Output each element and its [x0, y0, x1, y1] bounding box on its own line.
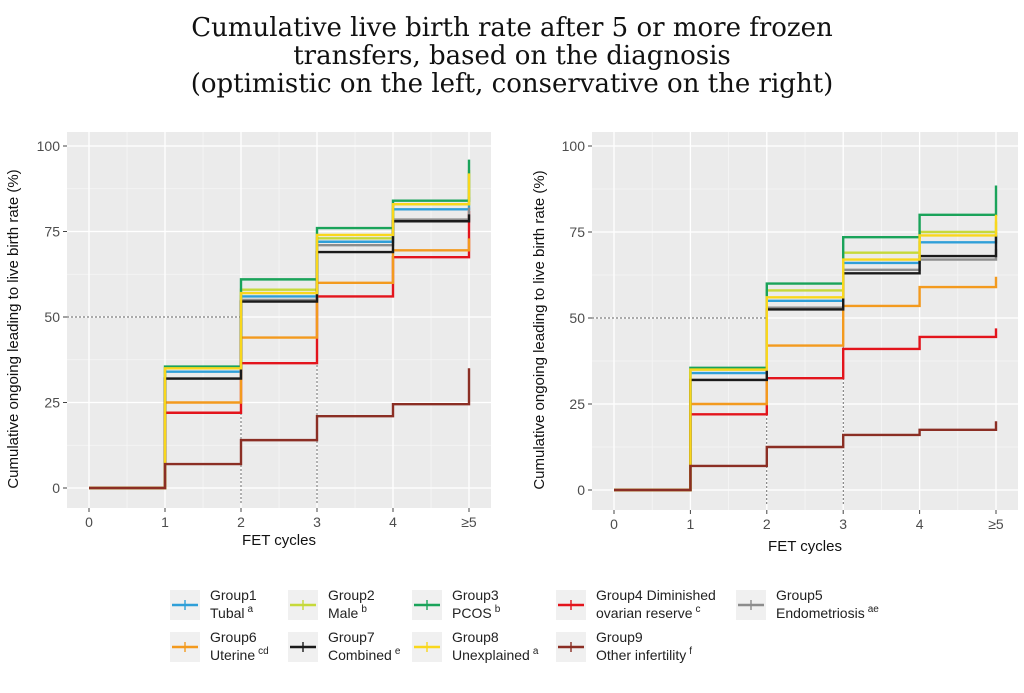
series-line-group9: [614, 421, 998, 492]
legend-label-line2: Tubal a: [210, 604, 254, 621]
legend-label-line1: Group7: [328, 629, 375, 645]
legend-superscript: b: [495, 604, 501, 615]
x-tick-label: 4: [916, 516, 924, 532]
y-tick-label: 25: [44, 395, 60, 411]
x-tick-label: 1: [161, 514, 169, 530]
y-tick-label: 75: [44, 224, 60, 240]
legend-superscript: a: [533, 646, 539, 657]
legend-label-line2: Combined e: [328, 646, 401, 663]
legend-label-line2: Endometriosis ae: [776, 604, 879, 621]
legend-label-line2: Other infertility f: [596, 646, 692, 663]
legend-label-line1: Group8: [452, 629, 499, 645]
x-tick-label: ≥5: [461, 514, 477, 530]
y-tick-label: 0: [52, 480, 60, 496]
legend-superscript: a: [248, 604, 254, 615]
x-tick-label: 0: [610, 516, 618, 532]
y-tick-label: 50: [569, 310, 585, 326]
legend-label-line2: Uterine cd: [210, 646, 269, 663]
legend-superscript: f: [689, 646, 692, 657]
series-line-group9: [89, 368, 471, 490]
legend-label-line1: Group4 Diminished: [596, 587, 716, 603]
legend-label-line2: ovarian reserve c: [596, 604, 701, 621]
x-tick-label: 4: [389, 514, 397, 530]
y-tick-label: 100: [562, 138, 586, 154]
legend-label-line1: Group5: [776, 587, 823, 603]
legend-superscript: e: [395, 646, 401, 657]
legend-label-line2: PCOS b: [452, 604, 501, 621]
legend-superscript: b: [361, 604, 367, 615]
legend-label-line1: Group1: [210, 587, 257, 603]
legend-superscript: cd: [258, 646, 269, 657]
legend-label-line1: Group3: [452, 587, 499, 603]
legend-label-line1: Group9: [596, 629, 643, 645]
legend-label-line2: Unexplained a: [452, 646, 539, 663]
series-line-group8: [89, 173, 471, 490]
y-tick-label: 100: [37, 138, 61, 154]
x-tick-label: 2: [237, 514, 245, 530]
panel-left: 0 25 50 75 100 0 1 2 3 4 ≥5 FET cycles Cumulative on…: [5, 132, 491, 549]
legend-superscript: ae: [868, 604, 880, 615]
title-line-2: transfers, based on the diagnosis: [293, 41, 731, 71]
title-line-1: Cumulative live birth rate after 5 or mo…: [191, 13, 833, 43]
x-tick-label: 3: [839, 516, 847, 532]
x-tick-label: ≥5: [988, 516, 1004, 532]
y-tick-label: 0: [577, 482, 585, 498]
chart-title: Cumulative live birth rate after 5 or mo…: [0, 14, 1024, 98]
x-tick-label: 3: [313, 514, 321, 530]
legend-label-line1: Group6: [210, 629, 257, 645]
x-tick-label: 0: [85, 514, 93, 530]
y-axis-label: Cumulative ongoing leading to live birth…: [531, 170, 548, 489]
title-line-3: (optimistic on the left, conservative on…: [190, 69, 834, 99]
x-tick-label: 1: [687, 516, 695, 532]
legend-label-line1: Group2: [328, 587, 375, 603]
y-axis-label: Cumulative ongoing leading to live birth…: [5, 169, 22, 488]
x-axis-label: FET cycles: [768, 538, 842, 555]
series-line-group8: [614, 214, 998, 492]
panel-right: 0 25 50 75 100 0 1 2 3 4 ≥5 FET cycles Cumulative on…: [531, 132, 1018, 555]
y-tick-label: 50: [44, 309, 60, 325]
legend-label-line2: Male b: [328, 604, 367, 621]
y-tick-label: 75: [569, 224, 585, 240]
x-axis-label: FET cycles: [242, 532, 316, 549]
y-tick-label: 25: [569, 396, 585, 412]
legend-superscript: c: [696, 604, 701, 615]
x-tick-label: 2: [763, 516, 771, 532]
